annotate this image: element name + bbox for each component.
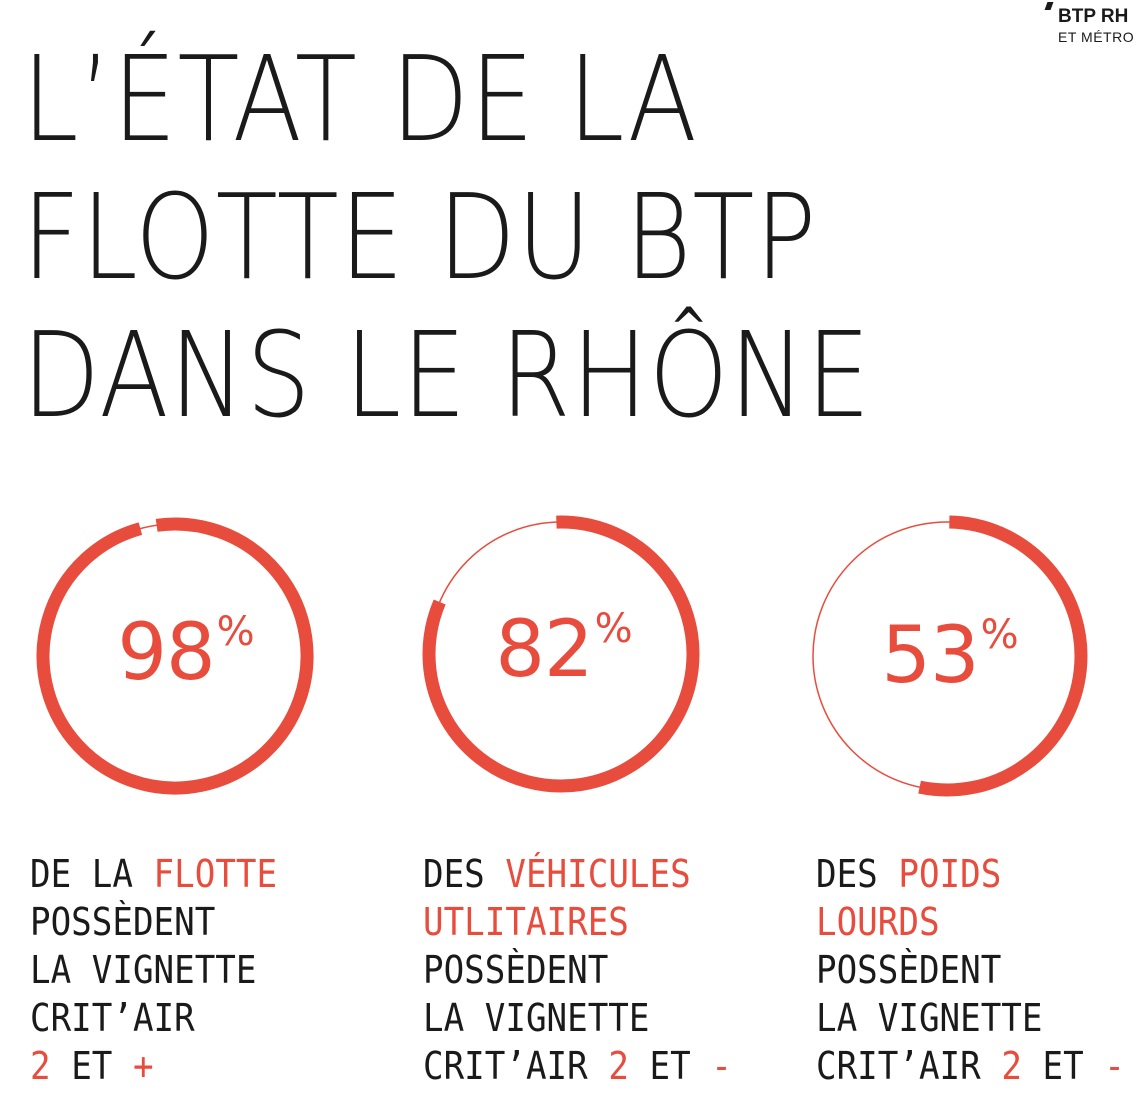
description-text: CRIT’AIR	[423, 1044, 609, 1088]
ring-value-arc-1	[36, 517, 314, 795]
page-title: L’ÉTAT DE LA FLOTTE DU BTP DANS LE RHÔNE	[22, 30, 1009, 444]
description-line: UTLITAIRES	[423, 898, 732, 946]
description-text: ET	[50, 1044, 133, 1088]
title-line-1: L’ÉTAT DE LA	[22, 30, 698, 168]
percent-unit-2: %	[594, 606, 633, 652]
description-line: POSSÈDENT	[816, 946, 1125, 994]
percent-unit-3: %	[980, 612, 1019, 658]
description-line: CRIT’AIR 2 ET -	[816, 1042, 1125, 1090]
description-text: LA VIGNETTE	[816, 996, 1043, 1040]
description-text: ET	[628, 1044, 712, 1088]
description-line: POSSÈDENT	[423, 946, 732, 994]
percent-value-1: 98	[117, 608, 215, 698]
highlight-text: FLOTTE	[153, 852, 278, 896]
percent-label-1: 98%	[86, 608, 286, 698]
description-text: POSSÈDENT	[423, 948, 609, 992]
description-line: CRIT’AIR	[30, 994, 277, 1042]
highlight-text: 2	[608, 1044, 629, 1088]
highlight-text: 2	[30, 1044, 51, 1088]
description-text: CRIT’AIR	[30, 996, 195, 1040]
description-line: POSSÈDENT	[30, 898, 277, 946]
description-text: ET	[1021, 1044, 1105, 1088]
highlight-text: +	[132, 1044, 154, 1088]
ring-value-arc-2	[422, 515, 700, 793]
percent-label-2: 82%	[464, 605, 664, 695]
description-line: CRIT’AIR 2 ET -	[423, 1042, 732, 1090]
title-line-3: DANS LE RHÔNE	[22, 306, 872, 444]
highlight-text: POIDS	[898, 852, 1002, 896]
description-text: DE LA	[30, 852, 154, 896]
title-line-2: FLOTTE DU BTP	[22, 168, 818, 306]
description-text: LA VIGNETTE	[423, 996, 650, 1040]
description-line: 2 ET +	[30, 1042, 277, 1090]
description-line: LA VIGNETTE	[30, 946, 277, 994]
ring-value-arc-3	[918, 515, 1088, 797]
description-2: DES VÉHICULES UTLITAIRES POSSÈDENT LA VIGNE…	[423, 850, 766, 1090]
description-line: LA VIGNETTE	[423, 994, 732, 1042]
highlight-text: VÉHICULES	[505, 852, 691, 896]
highlight-text: -	[711, 1044, 732, 1088]
description-1: DE LA FLOTTE POSSÈDENT LA VIGNETTE CRIT’AIR…	[30, 850, 305, 1090]
description-text: LA VIGNETTE	[30, 948, 257, 992]
btp-logo: BTP RH ET MÉTRO	[1044, 2, 1141, 48]
description-text: DES	[423, 852, 506, 896]
description-line: LA VIGNETTE	[816, 994, 1125, 1042]
description-text: CRIT’AIR	[816, 1044, 1002, 1088]
description-text: POSSÈDENT	[30, 900, 216, 944]
highlight-text: LOURDS	[816, 900, 940, 944]
description-text: POSSÈDENT	[816, 948, 1002, 992]
percent-value-2: 82	[495, 605, 593, 695]
percent-unit-1: %	[216, 609, 255, 655]
description-line: DES VÉHICULES	[423, 850, 732, 898]
logo-line1: BTP RH	[1058, 6, 1129, 27]
description-line: DES POIDS	[816, 850, 1125, 898]
highlight-text: 2	[1001, 1044, 1022, 1088]
highlight-text: -	[1104, 1044, 1125, 1088]
description-line: DE LA FLOTTE	[30, 850, 277, 898]
description-text: DES	[816, 852, 899, 896]
percent-label-3: 53%	[850, 611, 1050, 701]
logo-line2: ET MÉTRO	[1058, 29, 1135, 45]
description-line: LOURDS	[816, 898, 1125, 946]
percent-value-3: 53	[881, 611, 979, 701]
highlight-text: UTLITAIRES	[423, 900, 629, 944]
description-3: DES POIDS LOURDS POSSÈDENT LA VIGNETTE CRIT’…	[816, 850, 1141, 1090]
